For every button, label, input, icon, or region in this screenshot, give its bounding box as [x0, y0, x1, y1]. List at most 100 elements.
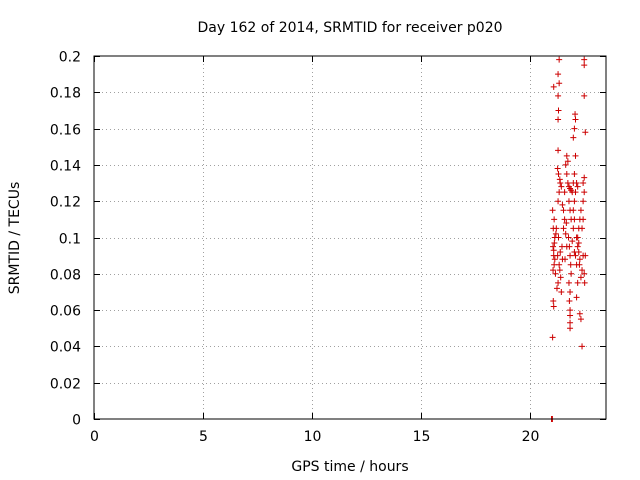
data-point: [550, 303, 557, 310]
data-point: [564, 180, 571, 187]
data-point: [570, 225, 577, 232]
data-point: [572, 111, 579, 118]
data-point: [550, 247, 557, 254]
data-point: [581, 279, 588, 286]
data-point: [551, 216, 558, 223]
x-axis-label: GPS time / hours: [291, 459, 408, 475]
y-tick-label: 0.08: [50, 268, 81, 284]
x-tick-label: 5: [199, 429, 208, 445]
data-point: [550, 267, 557, 274]
data-point: [550, 298, 557, 305]
data-point: [574, 279, 581, 286]
plot-frame: [93, 55, 607, 420]
y-tick-label: 0.18: [50, 86, 81, 102]
data-point: [549, 334, 556, 341]
data-point: [552, 270, 559, 277]
data-point: [559, 201, 566, 208]
data-point: [581, 270, 588, 277]
data-point: [562, 256, 569, 263]
data-point: [574, 183, 581, 190]
data-point: [554, 165, 561, 172]
data-point: [561, 189, 568, 196]
data-point: [558, 288, 565, 295]
y-tick-label: 0.12: [50, 195, 81, 211]
y-axis-label: SRMTID / TECUs: [7, 182, 23, 295]
data-point: [576, 310, 583, 317]
data-point: [571, 125, 578, 132]
data-point: [581, 92, 588, 99]
data-point: [581, 56, 588, 63]
data-point: [560, 207, 567, 214]
data-point: [572, 252, 579, 259]
data-point: [575, 239, 582, 246]
data-point: [556, 261, 563, 268]
data-point: [571, 216, 578, 223]
data-point: [563, 219, 570, 226]
data-point: [572, 152, 579, 159]
data-point: [555, 107, 562, 114]
data-point: [581, 174, 588, 181]
data-point: [565, 198, 572, 205]
y-tick-label: 0.14: [50, 159, 81, 175]
data-point: [561, 216, 568, 223]
data-point: [555, 234, 562, 241]
data-points: [548, 56, 589, 422]
x-tick-label: 20: [522, 429, 540, 445]
y-tick-label: 0.2: [59, 50, 81, 66]
data-point: [567, 325, 574, 332]
data-point: [574, 243, 581, 250]
y-tick-label: 0.04: [50, 340, 81, 356]
data-point: [555, 198, 562, 205]
data-point: [579, 267, 586, 274]
y-tick-label: 0.02: [50, 377, 81, 393]
data-point: [563, 243, 570, 250]
data-point: [552, 230, 559, 237]
data-point: [580, 180, 587, 187]
y-tick-label: 0.16: [50, 123, 81, 139]
data-point: [579, 225, 586, 232]
data-point: [550, 83, 557, 90]
data-point: [562, 230, 569, 237]
data-point: [567, 312, 574, 319]
data-point: [580, 216, 587, 223]
data-point: [556, 267, 563, 274]
data-point: [567, 319, 574, 326]
data-point: [575, 249, 582, 256]
grid: [94, 56, 606, 419]
data-point: [563, 152, 570, 159]
data-point: [555, 116, 562, 123]
data-point: [560, 225, 567, 232]
x-tick-label: 10: [304, 429, 322, 445]
x-tick-label: 0: [90, 429, 99, 445]
data-point: [556, 56, 563, 63]
data-point: [569, 238, 576, 245]
data-point: [572, 189, 579, 196]
data-point: [555, 279, 562, 286]
data-point: [558, 183, 565, 190]
data-point: [556, 176, 563, 183]
data-point: [564, 158, 571, 165]
data-point: [553, 225, 560, 232]
data-point: [580, 198, 587, 205]
data-point: [570, 207, 577, 214]
data-point: [565, 234, 572, 241]
data-point: [582, 252, 589, 259]
data-point: [549, 207, 556, 214]
data-point: [574, 234, 581, 241]
data-point: [567, 307, 574, 314]
data-point: [573, 294, 580, 301]
axis-ticks: 0 5 10 15 20 0 0.02 0.04 0.06 0.08 0.1 0.12 0.14 0.16…: [50, 50, 606, 445]
data-point: [551, 261, 558, 268]
data-point: [567, 252, 574, 259]
data-point: [555, 92, 562, 99]
data-point: [581, 189, 588, 196]
data-point: [555, 71, 562, 78]
data-point: [551, 256, 558, 263]
data-point: [566, 298, 573, 305]
data-point: [581, 62, 588, 69]
data-point: [554, 252, 561, 259]
data-point: [555, 147, 562, 154]
y-tick-label: 0.06: [50, 304, 81, 320]
data-point: [579, 343, 586, 350]
